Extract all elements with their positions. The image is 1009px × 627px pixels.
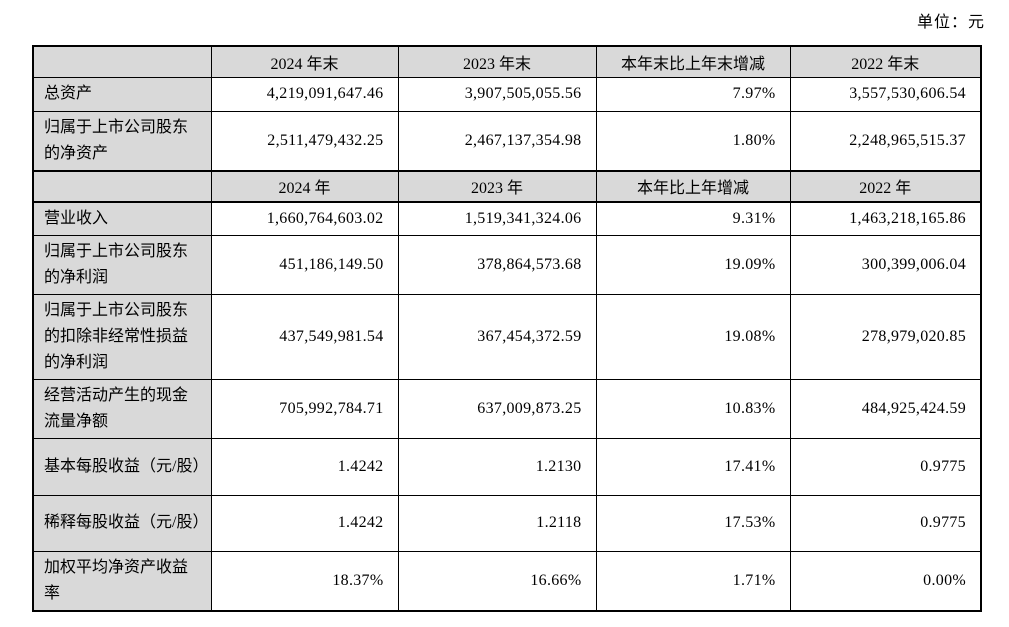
value-cell: 7.97% <box>595 76 791 112</box>
corner-cell <box>32 45 212 78</box>
value-cell: 2,467,137,354.98 <box>397 110 597 171</box>
unit-label: 单位：元 <box>916 14 985 31</box>
value-cell: 9.31% <box>595 201 791 236</box>
value-cell: 300,399,006.04 <box>789 234 982 295</box>
row-label: 基本每股收益（元/股） <box>32 437 212 496</box>
row-label: 营业收入 <box>32 201 212 236</box>
table-row-net-profit-excl-non-recurring: 归属于上市公司股东的扣除非经常性损益的净利润 437,549,981.54 36… <box>32 293 982 380</box>
table-row-basic-eps: 基本每股收益（元/股） 1.4242 1.2130 17.41% 0.9775 <box>32 437 982 496</box>
value-cell: 367,454,372.59 <box>397 293 597 380</box>
col-header-yoy-end-change: 本年末比上年末增减 <box>595 45 791 78</box>
value-cell: 17.53% <box>595 494 791 552</box>
value-cell: 18.37% <box>210 550 399 611</box>
row-label: 归属于上市公司股东的扣除非经常性损益的净利润 <box>32 293 212 380</box>
row-label: 加权平均净资产收益率 <box>32 550 212 611</box>
table-row-total-assets: 总资产 4,219,091,647.46 3,907,505,055.56 7.… <box>32 76 982 112</box>
value-cell: 1.4242 <box>210 437 399 496</box>
key-financials-table: 2024 年末 2023 年末 本年末比上年末增减 2022 年末 总资产 4,… <box>32 45 982 612</box>
value-cell: 1,660,764,603.02 <box>210 201 399 236</box>
value-cell: 0.9775 <box>789 494 982 552</box>
value-cell: 17.41% <box>595 437 791 496</box>
value-cell: 2,511,479,432.25 <box>210 110 399 171</box>
value-cell: 1,519,341,324.06 <box>397 201 597 236</box>
table-row-diluted-eps: 稀释每股收益（元/股） 1.4242 1.2118 17.53% 0.9775 <box>32 494 982 552</box>
value-cell: 1.4242 <box>210 494 399 552</box>
value-cell: 2,248,965,515.37 <box>789 110 982 171</box>
value-cell: 705,992,784.71 <box>210 378 399 439</box>
col-header-2022: 2022 年 <box>789 169 982 203</box>
value-cell: 378,864,573.68 <box>397 234 597 295</box>
value-cell: 1.2118 <box>397 494 597 552</box>
value-cell: 3,907,505,055.56 <box>397 76 597 112</box>
value-cell: 1.71% <box>595 550 791 611</box>
row-label: 经营活动产生的现金流量净额 <box>32 378 212 439</box>
value-cell: 0.00% <box>789 550 982 611</box>
value-cell: 19.08% <box>595 293 791 380</box>
value-cell: 19.09% <box>595 234 791 295</box>
period-header-row: 2024 年 2023 年 本年比上年增减 2022 年 <box>32 169 982 203</box>
col-header-2023-end: 2023 年末 <box>397 45 597 78</box>
table-row-operating-cash-flow: 经营活动产生的现金流量净额 705,992,784.71 637,009,873… <box>32 378 982 439</box>
col-header-2024-end: 2024 年末 <box>210 45 399 78</box>
value-cell: 1,463,218,165.86 <box>789 201 982 236</box>
value-cell: 437,549,981.54 <box>210 293 399 380</box>
value-cell: 0.9775 <box>789 437 982 496</box>
value-cell: 1.2130 <box>397 437 597 496</box>
value-cell: 4,219,091,647.46 <box>210 76 399 112</box>
value-cell: 1.80% <box>595 110 791 171</box>
value-cell: 484,925,424.59 <box>789 378 982 439</box>
value-cell: 278,979,020.85 <box>789 293 982 380</box>
value-cell: 16.66% <box>397 550 597 611</box>
col-header-2024: 2024 年 <box>210 169 399 203</box>
row-label: 归属于上市公司股东的净资产 <box>32 110 212 171</box>
value-cell: 3,557,530,606.54 <box>789 76 982 112</box>
table-row-weighted-avg-roe: 加权平均净资产收益率 18.37% 16.66% 1.71% 0.00% <box>32 550 982 611</box>
row-label: 归属于上市公司股东的净利润 <box>32 234 212 295</box>
table-row-net-assets-attributable: 归属于上市公司股东的净资产 2,511,479,432.25 2,467,137… <box>32 110 982 171</box>
period-end-header-row: 2024 年末 2023 年末 本年末比上年末增减 2022 年末 <box>32 45 982 78</box>
col-header-yoy-change: 本年比上年增减 <box>595 169 791 203</box>
corner-cell-2 <box>32 169 212 203</box>
value-cell: 10.83% <box>595 378 791 439</box>
row-label: 总资产 <box>32 76 212 112</box>
col-header-2022-end: 2022 年末 <box>789 45 982 78</box>
row-label: 稀释每股收益（元/股） <box>32 494 212 552</box>
value-cell: 451,186,149.50 <box>210 234 399 295</box>
table-row-operating-revenue: 营业收入 1,660,764,603.02 1,519,341,324.06 9… <box>32 201 982 236</box>
col-header-2023: 2023 年 <box>397 169 597 203</box>
table-row-net-profit-attributable: 归属于上市公司股东的净利润 451,186,149.50 378,864,573… <box>32 234 982 295</box>
value-cell: 637,009,873.25 <box>397 378 597 439</box>
